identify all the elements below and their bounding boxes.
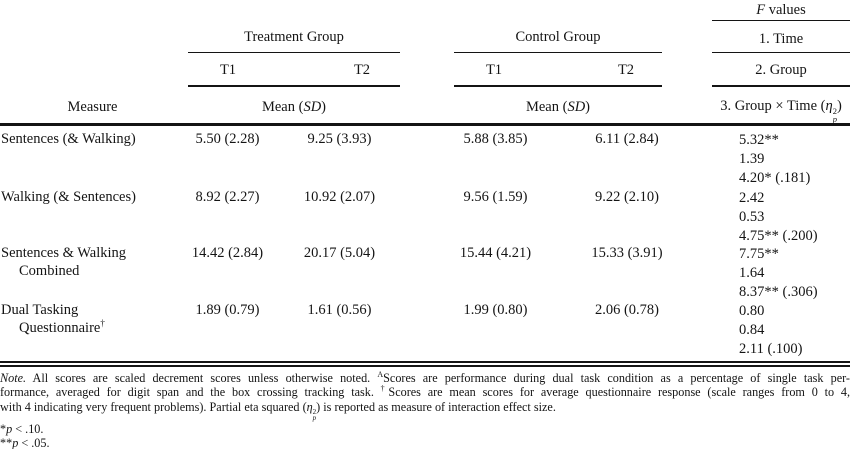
f-interaction-value: 4.75** (.200) xyxy=(739,228,818,244)
control-group-title: Control Group xyxy=(515,29,601,45)
control-t1-value: 5.88 (3.85) xyxy=(463,131,528,147)
column-header-measure: Measure xyxy=(67,99,118,115)
measure-cell: Dual Tasking Questionnaire† xyxy=(1,302,105,336)
rule-under-treatment-t1t2 xyxy=(188,85,400,87)
f-values-title: F values xyxy=(756,2,806,18)
control-t2-header: T2 xyxy=(617,62,635,78)
f-interaction-value: 2.11 (.100) xyxy=(739,341,803,357)
treatment-t1-header: T1 xyxy=(219,62,237,78)
f-values-cell: 0.80 0.84 2.11 (.100) xyxy=(739,302,850,359)
f-row-time-label: 1. Time xyxy=(758,31,804,47)
f-values-cell: 2.42 0.53 4.75** (.200) xyxy=(739,189,850,246)
f-time-value: 5.32** xyxy=(739,132,779,148)
measure-cell: Sentences & Walking Combined xyxy=(1,245,127,279)
superscript-a-marker: A xyxy=(377,369,384,379)
treatment-t1-value: 1.89 (0.79) xyxy=(195,302,260,318)
f-interaction-value: 8.37** (.306) xyxy=(739,284,818,300)
treatment-mean-sd-header: Mean (SD) xyxy=(261,99,327,115)
rule-under-control-t1t2 xyxy=(454,85,662,87)
control-t2-value: 2.06 (0.78) xyxy=(594,302,660,318)
f-values-cell: 7.75** 1.64 8.37** (.306) xyxy=(739,245,850,302)
measure-cell: Walking (& Sentences) xyxy=(1,189,136,205)
treatment-t2-header: T2 xyxy=(353,62,371,78)
control-t2-value: 6.11 (2.84) xyxy=(595,131,659,147)
control-group-header: Control Group T1 T2 Mean (SD) xyxy=(454,0,662,125)
f-time-value: 7.75** xyxy=(739,246,779,262)
dagger-footnote-marker: † xyxy=(380,384,389,394)
control-mean-sd-header: Mean (SD) xyxy=(525,99,591,115)
rule-under-control-title xyxy=(454,52,662,53)
rule-header-bottom xyxy=(0,123,850,126)
significance-note-1: *p < .10. xyxy=(0,421,44,436)
f-group-value: 1.39 xyxy=(739,151,765,167)
f-row-group-label: 2. Group xyxy=(755,62,807,78)
control-t2-value: 15.33 (3.91) xyxy=(591,245,663,261)
dagger-footnote-marker: † xyxy=(100,317,105,328)
note-line-3: with 4 indicating very frequent problems… xyxy=(0,399,556,423)
treatment-group-title: Treatment Group xyxy=(244,29,344,45)
f-values-cell: 5.32** 1.39 4.20* (.181) xyxy=(739,131,850,188)
table-note: Note. All scores are scaled decrement sc… xyxy=(0,369,850,449)
f-values-header: F values 1. Time 2. Group 3. Group × Tim… xyxy=(712,0,850,125)
f-row-interaction-label: 3. Group × Time (η 2 p) xyxy=(720,98,842,124)
treatment-t2-value: 20.17 (5.04) xyxy=(303,245,376,261)
note-line-1: Note. All scores are scaled decrement sc… xyxy=(0,369,850,385)
treatment-t1-value: 8.92 (2.27) xyxy=(195,189,260,205)
treatment-group-header: Treatment Group T1 T2 Mean (SD) xyxy=(188,0,400,125)
control-t2-value: 9.22 (2.10) xyxy=(594,189,660,205)
f-time-value: 2.42 xyxy=(739,190,765,206)
f-time-value: 0.80 xyxy=(739,303,765,319)
treatment-t1-value: 5.50 (2.28) xyxy=(195,131,260,147)
rule-under-group xyxy=(712,85,850,87)
treatment-t2-value: 1.61 (0.56) xyxy=(307,302,372,318)
rule-under-time xyxy=(712,52,850,53)
control-t1-value: 1.99 (0.80) xyxy=(463,302,528,318)
f-group-value: 1.64 xyxy=(739,265,765,281)
measure-cell: Sentences (& Walking) xyxy=(1,131,136,147)
control-t1-header: T1 xyxy=(485,62,503,78)
treatment-t2-value: 9.25 (3.93) xyxy=(307,131,372,147)
note-line-2: formance, averaged for digit span and th… xyxy=(0,384,850,400)
significance-note-2: **p < .05. xyxy=(0,435,50,449)
f-group-value: 0.84 xyxy=(739,322,765,338)
rule-under-f-values xyxy=(712,20,850,21)
rule-under-treatment-title xyxy=(188,52,400,53)
f-interaction-value: 4.20* (.181) xyxy=(739,170,811,186)
control-t1-value: 9.56 (1.59) xyxy=(463,189,528,205)
treatment-t2-value: 10.92 (2.07) xyxy=(303,189,376,205)
control-t1-value: 15.44 (4.21) xyxy=(459,245,532,261)
treatment-t1-value: 14.42 (2.84) xyxy=(191,245,264,261)
rule-table-bottom xyxy=(0,361,850,367)
f-group-value: 0.53 xyxy=(739,209,765,225)
